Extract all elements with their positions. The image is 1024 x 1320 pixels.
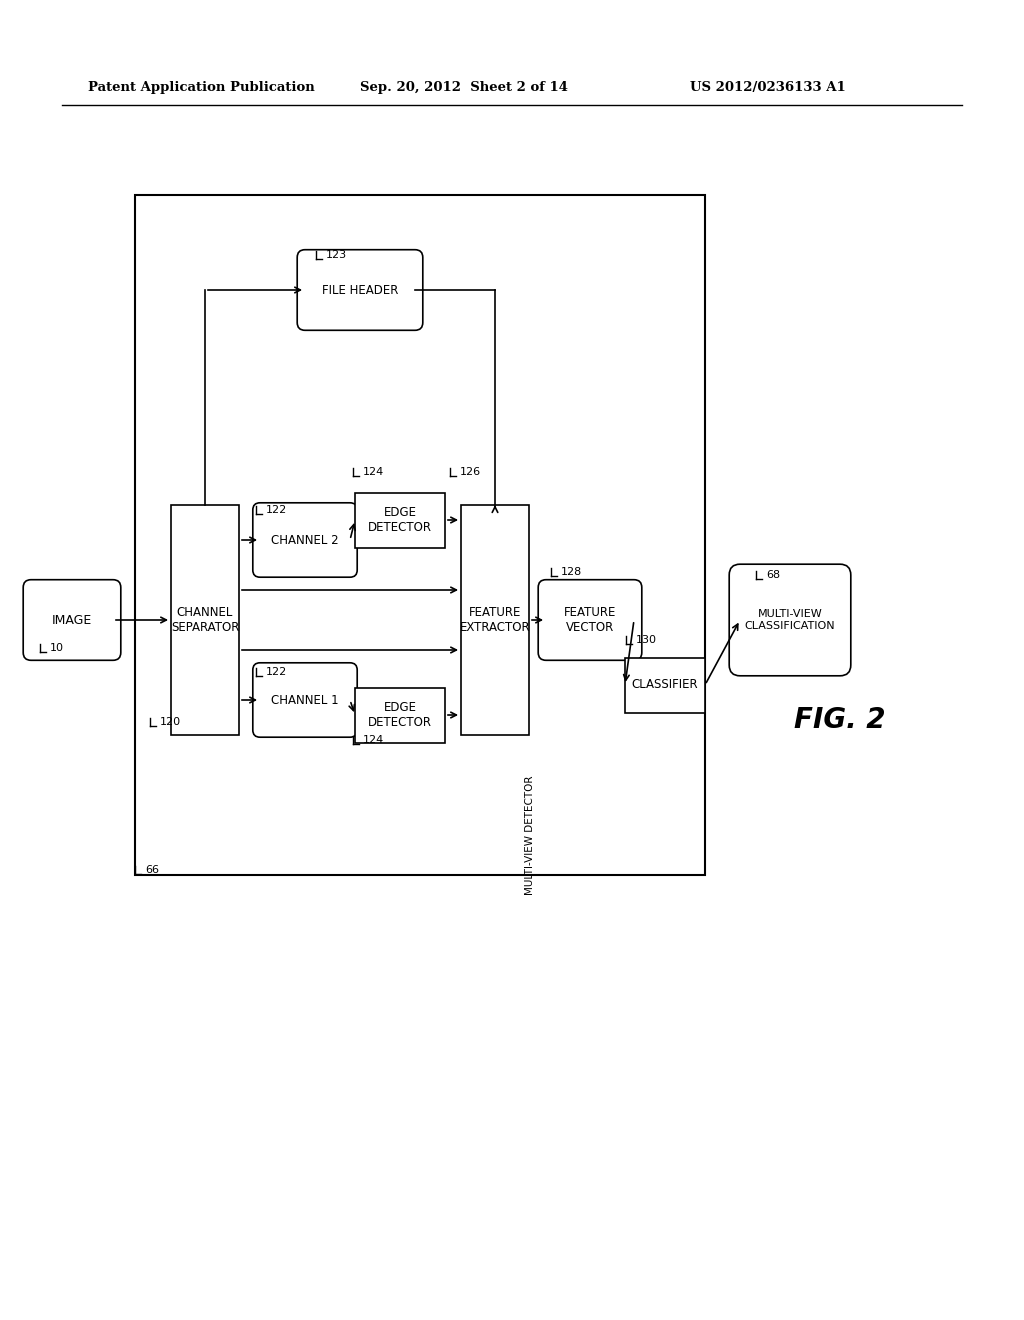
Text: IMAGE: IMAGE [52,614,92,627]
FancyBboxPatch shape [729,564,851,676]
Text: Patent Application Publication: Patent Application Publication [88,82,314,95]
Text: EDGE
DETECTOR: EDGE DETECTOR [368,506,432,535]
Text: US 2012/0236133 A1: US 2012/0236133 A1 [690,82,846,95]
Text: 126: 126 [460,467,481,477]
Text: MULTI-VIEW
CLASSIFICATION: MULTI-VIEW CLASSIFICATION [744,610,836,631]
Text: CHANNEL 2: CHANNEL 2 [271,533,339,546]
Text: 124: 124 [362,467,384,477]
FancyBboxPatch shape [24,579,121,660]
Text: 128: 128 [561,568,583,577]
Bar [461,506,529,735]
Bar [625,657,705,713]
Bar [355,688,445,742]
Text: MULTI-VIEW DETECTOR: MULTI-VIEW DETECTOR [525,775,535,895]
Text: 120: 120 [160,717,181,727]
Text: 123: 123 [326,249,347,260]
Text: FIG. 2: FIG. 2 [795,706,886,734]
Text: 122: 122 [266,506,288,515]
FancyBboxPatch shape [539,579,642,660]
Text: 66: 66 [145,865,159,875]
Text: CLASSIFIER: CLASSIFIER [632,678,698,692]
Text: EDGE
DETECTOR: EDGE DETECTOR [368,701,432,729]
FancyBboxPatch shape [253,503,357,577]
Text: 124: 124 [362,735,384,744]
Bar [355,492,445,548]
FancyBboxPatch shape [253,663,357,737]
Text: Sep. 20, 2012  Sheet 2 of 14: Sep. 20, 2012 Sheet 2 of 14 [360,82,568,95]
Text: 10: 10 [50,643,63,653]
Bar [171,506,239,735]
Text: FILE HEADER: FILE HEADER [322,284,398,297]
Text: FEATURE
EXTRACTOR: FEATURE EXTRACTOR [460,606,530,634]
Bar [135,195,705,875]
Text: FEATURE
VECTOR: FEATURE VECTOR [564,606,616,634]
Text: CHANNEL 1: CHANNEL 1 [271,693,339,706]
Text: 68: 68 [766,570,780,579]
Text: 130: 130 [636,635,657,645]
FancyBboxPatch shape [297,249,423,330]
Text: CHANNEL
SEPARATOR: CHANNEL SEPARATOR [171,606,240,634]
Text: 122: 122 [266,667,288,677]
